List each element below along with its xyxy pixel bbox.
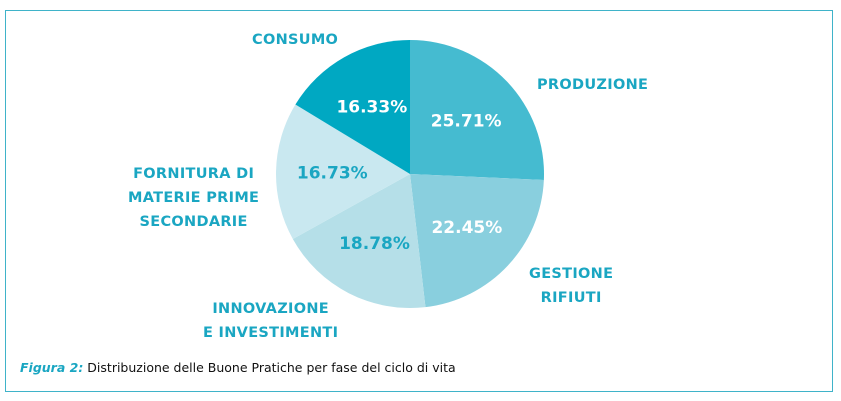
label-consumo: CONSUMO (252, 32, 339, 48)
pie-percent-label: 16.33% (336, 97, 407, 117)
figure-frame (5, 10, 833, 392)
pie-percent-labels: 25.71% 22.45% 18.78% 16.73% 16.33% (297, 97, 502, 254)
pie-slice-produzione (410, 40, 544, 180)
label-fornitura: FORNITURA DI MATERIE PRIME SECONDARIE (128, 166, 260, 230)
pie-percent-label: 22.45% (431, 218, 502, 238)
pie-slice-innovazione-e-investimenti (292, 174, 426, 308)
pie-slice-consumo (295, 40, 410, 174)
pie-percent-label: 16.73% (297, 164, 368, 184)
pie-slice-fornitura-di-materie-prime-secondarie (275, 104, 410, 239)
label-gestione-rifiuti: GESTIONE RIFIUTI (529, 266, 614, 306)
pie-slice-gestione-rifiuti (410, 174, 544, 308)
pie-percent-label: 18.78% (339, 234, 410, 254)
figure-caption: Figura 2: Distribuzione delle Buone Prat… (20, 360, 456, 375)
caption-text: Distribuzione delle Buone Pratiche per f… (83, 360, 456, 375)
pie-percent-label: 25.71% (431, 111, 502, 131)
figure-number: Figura 2: (20, 360, 84, 375)
label-produzione: PRODUZIONE (537, 77, 649, 93)
label-innovazione: INNOVAZIONE E INVESTIMENTI (203, 301, 339, 341)
pie-slices (275, 40, 544, 308)
